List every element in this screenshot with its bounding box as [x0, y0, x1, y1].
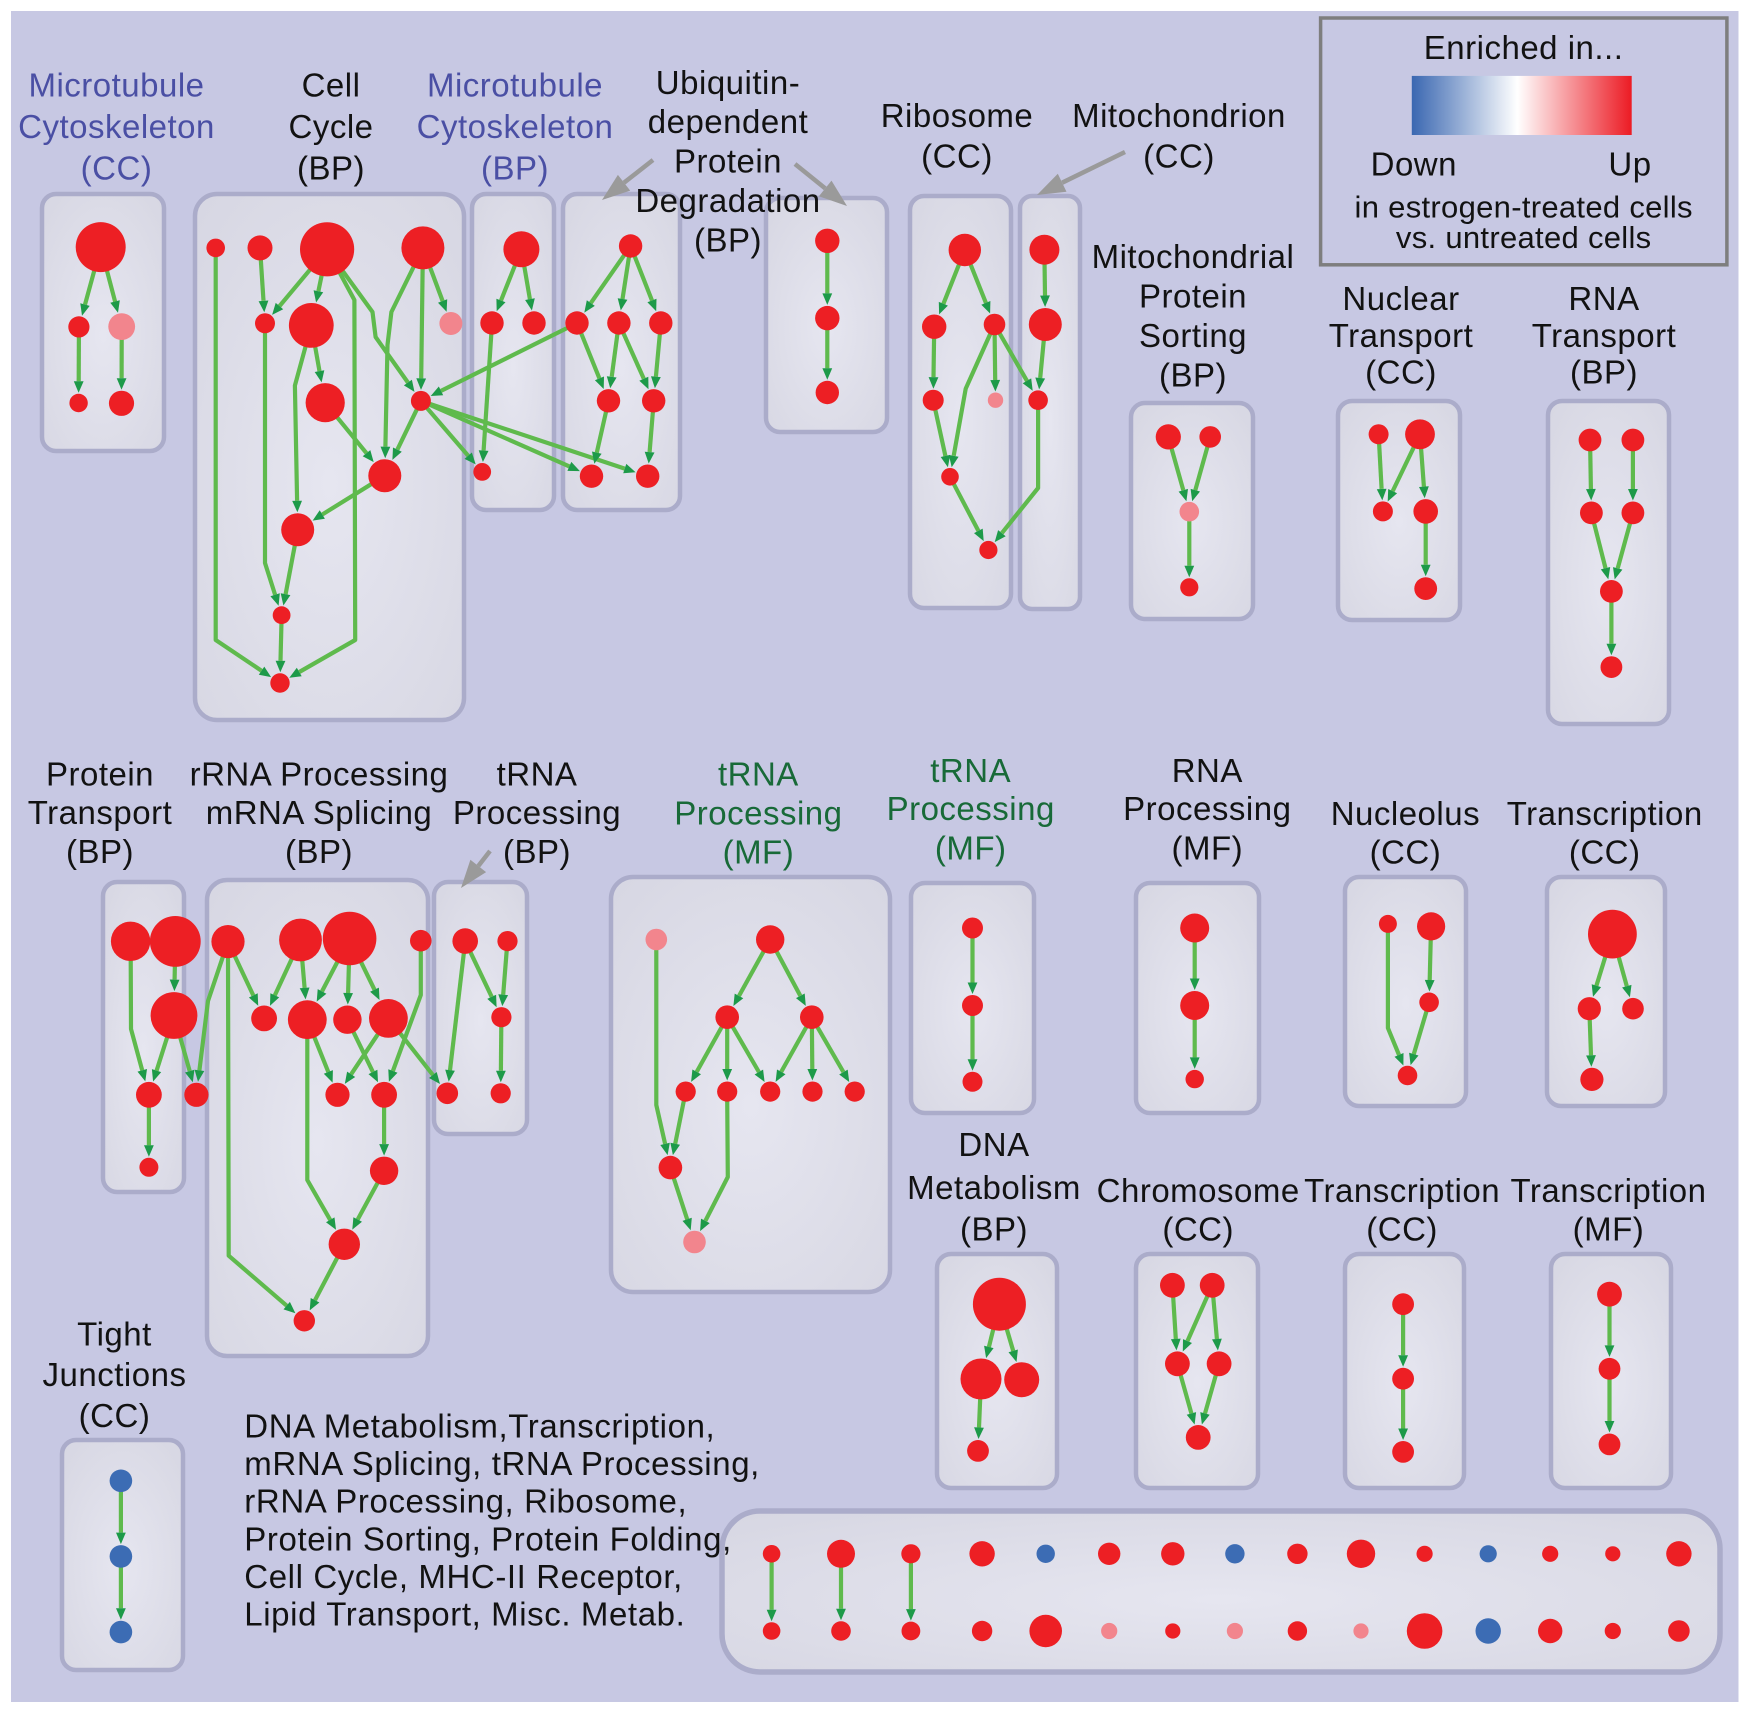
- svg-text:Processing: Processing: [887, 790, 1055, 827]
- svg-text:Nuclear: Nuclear: [1342, 280, 1459, 317]
- svg-text:RNA: RNA: [1172, 752, 1243, 789]
- svg-text:Down: Down: [1371, 145, 1457, 182]
- svg-text:Up: Up: [1608, 145, 1651, 182]
- svg-text:DNA Metabolism,Transcription,: DNA Metabolism,Transcription,: [244, 1408, 715, 1445]
- svg-text:Tight: Tight: [77, 1315, 152, 1352]
- svg-text:vs. untreated cells: vs. untreated cells: [1396, 220, 1652, 255]
- svg-text:(BP): (BP): [694, 222, 762, 259]
- svg-text:Processing: Processing: [453, 794, 621, 831]
- svg-text:Mitochondrial: Mitochondrial: [1092, 238, 1295, 275]
- svg-text:Transport: Transport: [1329, 317, 1474, 354]
- svg-text:(CC): (CC): [79, 1397, 151, 1434]
- svg-text:(CC): (CC): [1569, 833, 1641, 870]
- svg-text:Ubiquitin-: Ubiquitin-: [656, 64, 800, 101]
- svg-text:(BP): (BP): [285, 833, 353, 870]
- svg-text:Microtubule: Microtubule: [427, 67, 603, 104]
- svg-text:in estrogen-treated cells: in estrogen-treated cells: [1355, 189, 1693, 224]
- svg-text:Metabolism: Metabolism: [907, 1169, 1081, 1206]
- svg-text:Protein: Protein: [674, 143, 782, 180]
- svg-text:Transcription: Transcription: [1510, 1172, 1706, 1209]
- svg-text:(MF): (MF): [935, 830, 1007, 867]
- svg-text:rRNA Processing: rRNA Processing: [190, 755, 449, 792]
- svg-text:(BP): (BP): [66, 833, 134, 870]
- svg-text:(MF): (MF): [1171, 830, 1243, 867]
- svg-text:(CC): (CC): [81, 149, 153, 186]
- svg-text:Processing: Processing: [674, 795, 842, 832]
- svg-text:Cycle: Cycle: [288, 108, 373, 145]
- svg-text:Protein Sorting, Protein Foldi: Protein Sorting, Protein Folding,: [244, 1520, 732, 1557]
- svg-text:mRNA Splicing, tRNA Processing: mRNA Splicing, tRNA Processing,: [244, 1445, 760, 1482]
- svg-text:Lipid Transport, Misc. Metab.: Lipid Transport, Misc. Metab.: [244, 1595, 685, 1632]
- svg-text:tRNA: tRNA: [718, 756, 799, 793]
- svg-text:Chromosome: Chromosome: [1097, 1172, 1300, 1209]
- svg-text:(CC): (CC): [1370, 833, 1442, 870]
- svg-text:Cytoskeleton: Cytoskeleton: [417, 108, 614, 145]
- svg-text:(CC): (CC): [1366, 1211, 1438, 1248]
- svg-text:(MF): (MF): [723, 833, 795, 870]
- svg-text:Microtubule: Microtubule: [28, 67, 204, 104]
- svg-text:Ribosome: Ribosome: [881, 97, 1034, 134]
- svg-text:(BP): (BP): [481, 149, 549, 186]
- svg-text:Cell Cycle, MHC-II Receptor,: Cell Cycle, MHC-II Receptor,: [244, 1558, 683, 1595]
- svg-text:mRNA Splicing: mRNA Splicing: [206, 794, 433, 831]
- svg-text:Nucleolus: Nucleolus: [1331, 795, 1480, 832]
- svg-text:Transport: Transport: [28, 794, 173, 831]
- svg-text:(CC): (CC): [1162, 1211, 1234, 1248]
- svg-text:Transport: Transport: [1532, 317, 1677, 354]
- svg-text:Cytoskeleton: Cytoskeleton: [18, 108, 215, 145]
- svg-text:(BP): (BP): [1159, 357, 1227, 394]
- svg-text:Transcription: Transcription: [1507, 795, 1703, 832]
- svg-text:(BP): (BP): [503, 833, 571, 870]
- svg-text:Transcription: Transcription: [1304, 1172, 1500, 1209]
- svg-text:Degradation: Degradation: [635, 182, 820, 219]
- svg-text:(CC): (CC): [921, 138, 993, 175]
- svg-text:(MF): (MF): [1573, 1211, 1645, 1248]
- svg-text:(BP): (BP): [297, 149, 365, 186]
- svg-text:Junctions: Junctions: [43, 1356, 187, 1393]
- svg-text:Protein: Protein: [1139, 278, 1247, 315]
- svg-text:dependent: dependent: [648, 103, 809, 140]
- svg-text:tRNA: tRNA: [930, 752, 1011, 789]
- svg-text:Cell: Cell: [302, 67, 361, 104]
- svg-text:RNA: RNA: [1568, 280, 1639, 317]
- svg-text:rRNA Processing, Ribosome,: rRNA Processing, Ribosome,: [244, 1483, 687, 1520]
- svg-text:(BP): (BP): [1570, 354, 1638, 391]
- svg-text:Sorting: Sorting: [1139, 317, 1247, 354]
- svg-text:(CC): (CC): [1143, 138, 1215, 175]
- svg-text:Enriched in...: Enriched in...: [1424, 29, 1624, 66]
- svg-text:(CC): (CC): [1365, 354, 1437, 391]
- svg-text:Processing: Processing: [1123, 790, 1291, 827]
- svg-text:Mitochondrion: Mitochondrion: [1072, 97, 1286, 134]
- svg-text:DNA: DNA: [958, 1126, 1029, 1163]
- svg-text:Protein: Protein: [46, 755, 154, 792]
- svg-text:(BP): (BP): [960, 1211, 1028, 1248]
- svg-text:tRNA: tRNA: [497, 755, 578, 792]
